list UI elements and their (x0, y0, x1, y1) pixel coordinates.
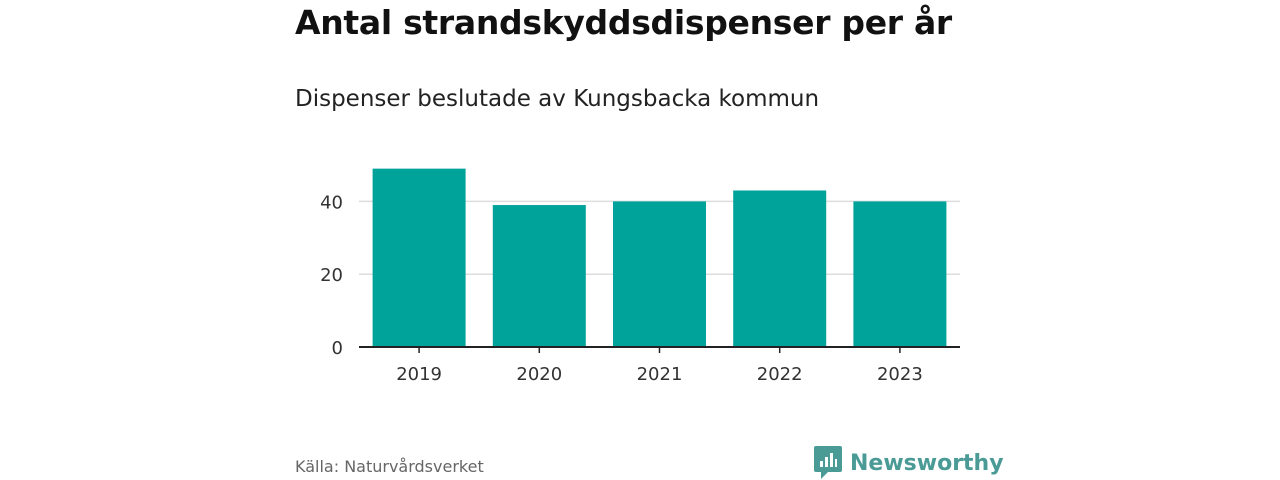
chart-title: Antal strandskyddsdispenser per år (295, 3, 952, 42)
y-tick-label: 40 (320, 192, 343, 213)
bar-2023 (853, 201, 947, 347)
source-note: Källa: Naturvårdsverket (295, 457, 484, 476)
x-tick-label: 2020 (516, 364, 562, 385)
x-tick-label: 2019 (396, 364, 442, 385)
y-tick-label: 0 (332, 338, 343, 359)
bar-2021 (613, 201, 706, 347)
bar-2019 (372, 168, 466, 347)
x-tick-label: 2022 (757, 364, 803, 385)
x-tick-label: 2023 (877, 364, 923, 385)
bar-2022 (733, 190, 827, 347)
y-tick-label: 20 (320, 265, 343, 286)
brand-name: Newsworthy (850, 450, 1004, 476)
bar-chart-speech-bubble-icon (814, 446, 842, 479)
x-tick-label: 2021 (637, 364, 683, 385)
brand-logo: Newsworthy (814, 446, 1004, 480)
bar-2020 (492, 205, 586, 347)
chart-subtitle: Dispenser beslutade av Kungsbacka kommun (295, 86, 820, 112)
